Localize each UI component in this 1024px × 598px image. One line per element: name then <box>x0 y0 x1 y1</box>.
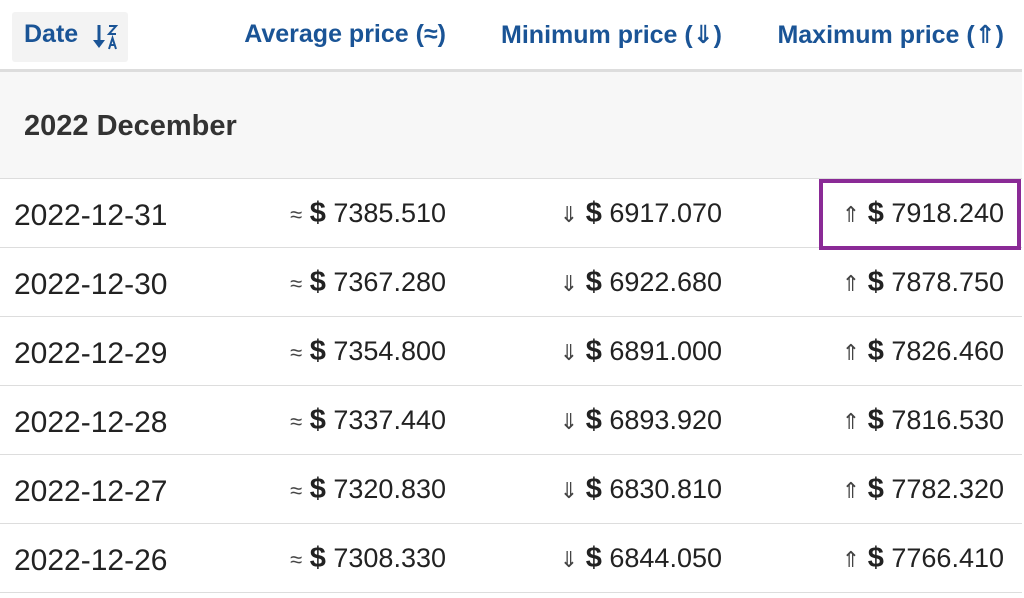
price-symbol: ≈ <box>290 271 303 296</box>
price-cell: ⇓ $ 6893.920 <box>560 404 722 437</box>
price-cell: ≈ $ 7367.280 <box>290 266 446 299</box>
data-row: 2022-12-26 ≈ $ 7308.330 ⇓ $ 6844.050 ⇑ $ 77… <box>0 524 1022 593</box>
amount: 6830.810 <box>609 474 722 504</box>
amount: 6893.920 <box>609 405 722 435</box>
currency: $ <box>867 266 884 298</box>
amount: 6891.000 <box>609 336 722 366</box>
price-symbol: ⇓ <box>559 340 579 365</box>
currency: $ <box>585 266 602 298</box>
currency: $ <box>585 197 602 229</box>
group-row: 2022 December <box>0 72 1022 179</box>
price-cell: ⇓ $ 6891.000 <box>560 335 722 368</box>
currency: $ <box>585 473 602 505</box>
price-cell: ≈ $ 7385.510 <box>290 197 446 230</box>
price-symbol: ⇓ <box>559 478 579 503</box>
price-cell: ⇓ $ 6830.810 <box>560 473 722 506</box>
header-average[interactable]: Average price (≈) <box>244 20 446 48</box>
date-cell: 2022-12-28 <box>14 406 168 439</box>
data-row: 2022-12-27 ≈ $ 7320.830 ⇓ $ 6830.810 ⇑ $ 77… <box>0 455 1022 524</box>
price-symbol: ⇑ <box>841 547 861 572</box>
sort-box[interactable] <box>12 12 128 62</box>
price-cell: ⇓ $ 6922.680 <box>560 266 722 299</box>
price-cell: ⇑ $ 7766.410 <box>842 542 1004 575</box>
price-symbol: ⇓ <box>559 547 579 572</box>
header-maximum[interactable]: Maximum price (⇑) <box>777 21 1004 49</box>
price-cell: ≈ $ 7354.800 <box>290 335 446 368</box>
currency: $ <box>585 335 602 367</box>
amount: 7320.830 <box>333 474 446 504</box>
currency: $ <box>309 542 326 574</box>
date-cell: 2022-12-26 <box>14 544 168 577</box>
sort-icon[interactable] <box>92 22 122 52</box>
price-cell: ⇑ $ 7918.240 <box>842 197 1004 230</box>
header-minimum[interactable]: Minimum price (⇓) <box>501 21 722 49</box>
price-symbol: ≈ <box>290 547 303 572</box>
amount: 7918.240 <box>891 198 1004 228</box>
currency: $ <box>867 542 884 574</box>
price-symbol: ⇑ <box>841 271 861 296</box>
amount: 7782.320 <box>891 474 1004 504</box>
data-row: 2022-12-28 ≈ $ 7337.440 ⇓ $ 6893.920 ⇑ $ 78… <box>0 386 1022 455</box>
amount: 6922.680 <box>609 267 722 297</box>
price-symbol: ⇓ <box>559 202 579 227</box>
currency: $ <box>867 404 884 436</box>
price-cell: ≈ $ 7320.830 <box>290 473 446 506</box>
amount: 7816.530 <box>891 405 1004 435</box>
header-row: Date Average price (≈) Minimum price (⇓)… <box>0 0 1022 72</box>
date-cell: 2022-12-31 <box>14 199 168 232</box>
price-symbol: ⇓ <box>559 409 579 434</box>
price-cell: ⇓ $ 6917.070 <box>560 197 722 230</box>
currency: $ <box>867 197 884 229</box>
currency: $ <box>585 404 602 436</box>
amount: 7766.410 <box>891 543 1004 573</box>
amount: 6917.070 <box>609 198 722 228</box>
amount: 7337.440 <box>333 405 446 435</box>
price-symbol: ⇓ <box>559 271 579 296</box>
data-row: 2022-12-31 ≈ $ 7385.510 ⇓ $ 6917.070 ⇑ $ 79… <box>0 179 1022 248</box>
amount: 7308.330 <box>333 543 446 573</box>
price-cell: ⇑ $ 7816.530 <box>842 404 1004 437</box>
currency: $ <box>309 473 326 505</box>
price-cell: ≈ $ 7308.330 <box>290 542 446 575</box>
currency: $ <box>309 197 326 229</box>
price-symbol: ⇑ <box>841 340 861 365</box>
group-label: 2022 December <box>24 110 237 142</box>
amount: 7826.460 <box>891 336 1004 366</box>
date-cell: 2022-12-29 <box>14 337 168 370</box>
price-cell: ⇑ $ 7878.750 <box>842 266 1004 299</box>
price-symbol: ≈ <box>290 202 303 227</box>
amount: 7878.750 <box>891 267 1004 297</box>
price-cell: ⇓ $ 6844.050 <box>560 542 722 575</box>
price-cell: ⇑ $ 7782.320 <box>842 473 1004 506</box>
amount: 7354.800 <box>333 336 446 366</box>
date-cell: 2022-12-27 <box>14 475 168 508</box>
amount: 7385.510 <box>333 198 446 228</box>
price-cell: ⇑ $ 7826.460 <box>842 335 1004 368</box>
data-row: 2022-12-30 ≈ $ 7367.280 ⇓ $ 6922.680 ⇑ $ 78… <box>0 248 1022 317</box>
header-date[interactable]: Date <box>24 20 79 48</box>
price-symbol: ⇑ <box>841 478 861 503</box>
price-cell: ≈ $ 7337.440 <box>290 404 446 437</box>
data-row: 2022-12-29 ≈ $ 7354.800 ⇓ $ 6891.000 ⇑ $ 78… <box>0 317 1022 386</box>
price-symbol: ⇑ <box>841 409 861 434</box>
price-symbol: ⇑ <box>841 202 861 227</box>
price-symbol: ≈ <box>290 478 303 503</box>
amount: 6844.050 <box>609 543 722 573</box>
highlight-box <box>819 179 1021 250</box>
currency: $ <box>309 404 326 436</box>
amount: 7367.280 <box>333 267 446 297</box>
currency: $ <box>867 335 884 367</box>
currency: $ <box>309 266 326 298</box>
price-symbol: ≈ <box>290 340 303 365</box>
date-cell: 2022-12-30 <box>14 268 168 301</box>
currency: $ <box>585 542 602 574</box>
currency: $ <box>867 473 884 505</box>
currency: $ <box>309 335 326 367</box>
price-symbol: ≈ <box>290 409 303 434</box>
